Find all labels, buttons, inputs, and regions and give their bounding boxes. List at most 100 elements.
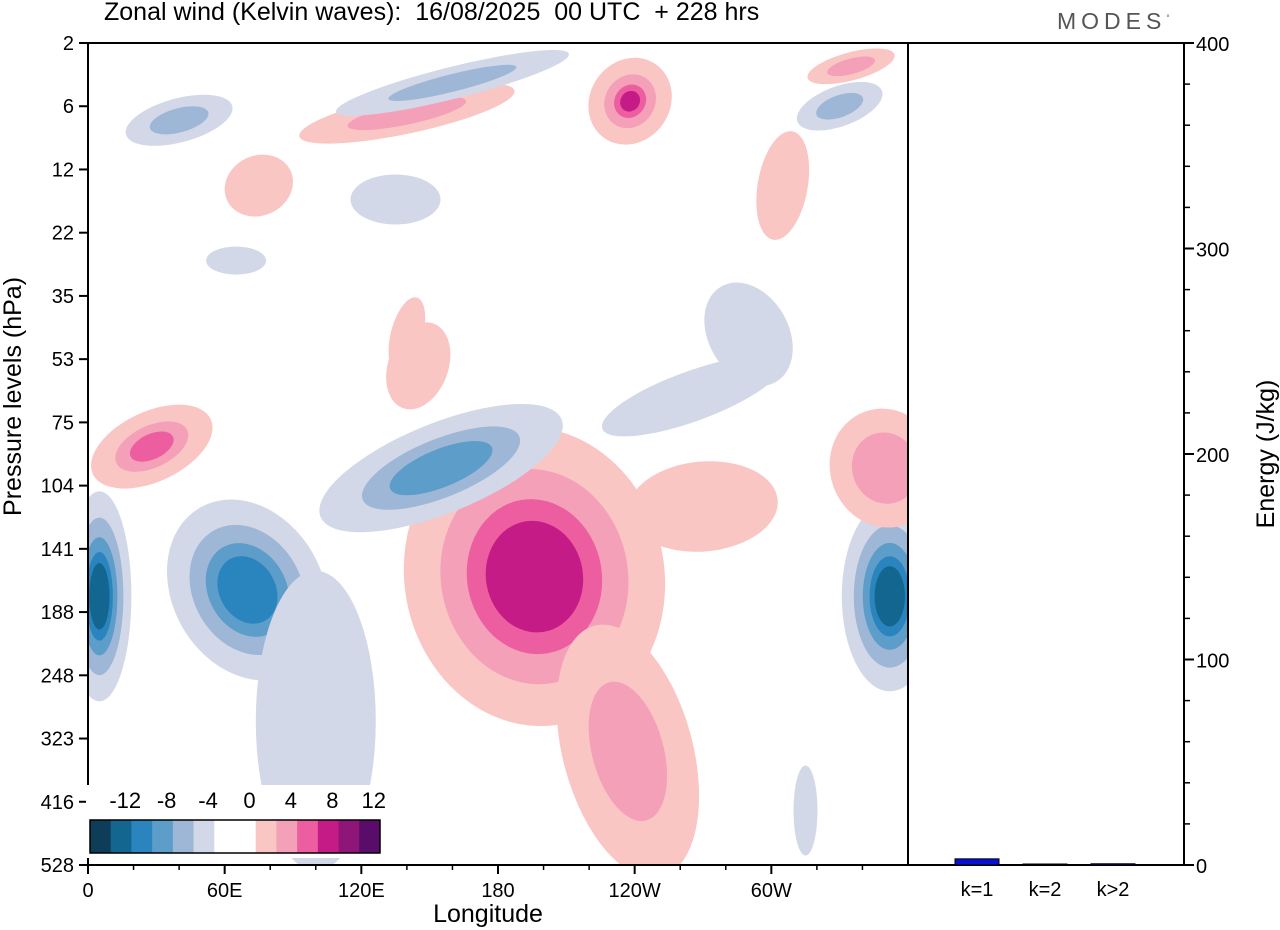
y-tick-label: 141 bbox=[41, 539, 74, 561]
neg-upper-mid-level-1 bbox=[350, 174, 441, 225]
energy-tick-label: 100 bbox=[1196, 651, 1229, 673]
y-tick-label: 104 bbox=[41, 476, 74, 498]
colorbar-border bbox=[89, 819, 381, 854]
neg-upper-small bbox=[206, 246, 267, 275]
energy-tick-label: 300 bbox=[1196, 240, 1229, 262]
colorbar-swatch bbox=[255, 820, 277, 853]
colorbar-label: -8 bbox=[157, 788, 177, 813]
y-tick-label: 416 bbox=[41, 792, 74, 814]
pos-upper-small-level-1 bbox=[388, 297, 426, 372]
energy-bar-panel: 0 100 200 300 400 Energy (J/kg) k=1 k=2 k>2 bbox=[907, 34, 1280, 901]
x-tick-label: 60W bbox=[751, 880, 792, 902]
y-tick-label: 6 bbox=[63, 96, 74, 118]
neg-band-120e-level-3 bbox=[389, 441, 493, 496]
pos-band-west-level-3 bbox=[129, 431, 174, 462]
chart-title: Zonal wind (Kelvin waves): 16/08/2025 00… bbox=[104, 0, 760, 26]
colorbar-label: -12 bbox=[109, 788, 141, 813]
neg-strat-e-level-2 bbox=[816, 92, 864, 120]
pos-strat-peak-level-4 bbox=[620, 90, 641, 112]
neg-mid-east-level-1 bbox=[704, 282, 793, 386]
colorbar-swatch bbox=[276, 820, 298, 853]
neg-blob-east bbox=[841, 501, 908, 692]
pos-tail-lower-level-2 bbox=[588, 681, 668, 822]
contour-field bbox=[88, 48, 908, 865]
colorbar-swatch bbox=[152, 820, 174, 853]
colorbar-swatch bbox=[214, 820, 236, 853]
pos-upper-west-level-1 bbox=[224, 154, 293, 217]
neg-strat-west-level-2 bbox=[149, 106, 209, 135]
neg-blob-0-level-5 bbox=[89, 563, 110, 630]
pos-tail-lower bbox=[556, 624, 700, 865]
neg-blob-60e-level-4 bbox=[217, 556, 278, 624]
modes-logo: MODES° bbox=[1057, 8, 1170, 34]
energy-tick-label: 0 bbox=[1196, 856, 1207, 878]
neg-strat-band bbox=[335, 49, 569, 116]
energy-category-label: k=1 bbox=[961, 879, 994, 901]
pos-strat-east-level-1 bbox=[756, 131, 810, 240]
x-tick-label: 120E bbox=[338, 880, 385, 902]
colorbar-swatch bbox=[131, 820, 153, 853]
neg-upper-mid bbox=[350, 174, 441, 225]
pos-upper-small bbox=[388, 297, 426, 372]
y-tick-label: 323 bbox=[41, 729, 74, 751]
colorbar-swatch bbox=[338, 820, 360, 853]
y-tick-label: 188 bbox=[41, 602, 74, 624]
x-tick-label: 60E bbox=[207, 880, 243, 902]
pos-strat-peak bbox=[588, 57, 672, 145]
colorbar-swatch bbox=[193, 820, 215, 853]
colorbar-swatch bbox=[172, 820, 195, 853]
energy-tick-label: 200 bbox=[1196, 445, 1229, 467]
neg-blob-0 bbox=[88, 491, 132, 702]
energy-bar bbox=[954, 858, 1000, 866]
neg-lower-small bbox=[793, 765, 818, 856]
colorbar-legend: -12 -8 -4 0 4 8 12 bbox=[86, 785, 386, 858]
y-tick-label: 528 bbox=[41, 855, 74, 877]
neg-strat-band-level-2 bbox=[388, 64, 517, 102]
neg-blob-east-level-5 bbox=[874, 566, 905, 627]
pos-blob-east-level-2 bbox=[851, 432, 908, 504]
y-tick-label: 2 bbox=[63, 33, 74, 55]
pos-strat-band bbox=[299, 83, 515, 144]
y-tick-label: 12 bbox=[52, 159, 74, 181]
pos-arm-east-level-1 bbox=[628, 461, 778, 552]
y-tick-label: 22 bbox=[52, 223, 74, 245]
y-tick-label: 248 bbox=[41, 665, 74, 687]
colorbar-swatch bbox=[359, 820, 381, 853]
neg-strat-e bbox=[796, 81, 883, 131]
neg-mid-east bbox=[704, 282, 793, 386]
x-axis-label: Longitude bbox=[433, 900, 543, 928]
neg-strat-west bbox=[125, 94, 233, 146]
x-tick-label: 180 bbox=[481, 880, 514, 902]
energy-category-label: k=2 bbox=[1029, 879, 1062, 901]
neg-upper-small-level-1 bbox=[206, 246, 267, 275]
bar-panel-border bbox=[907, 42, 1185, 866]
energy-bar bbox=[1022, 863, 1068, 866]
colorbar-swatch bbox=[110, 820, 132, 853]
pos-strat-ne-level-2 bbox=[827, 56, 876, 77]
pos-strat-band-level-2 bbox=[347, 96, 467, 131]
colorbar-label: -4 bbox=[198, 788, 218, 813]
energy-axis-label: Energy (J/kg) bbox=[1252, 380, 1280, 529]
pos-blob-east bbox=[829, 408, 908, 528]
colorbar-label: 12 bbox=[362, 788, 386, 813]
colorbar-swatch bbox=[297, 820, 319, 853]
energy-bar bbox=[1090, 863, 1136, 866]
colorbar-swatch bbox=[90, 820, 112, 853]
x-tick-label: 0 bbox=[82, 880, 93, 902]
pos-upper-west bbox=[224, 154, 293, 217]
colorbar-swatch bbox=[317, 820, 340, 853]
y-axis-label: Pressure levels (hPa) bbox=[0, 277, 27, 516]
colorbar-label: 4 bbox=[285, 788, 297, 813]
colorbar-label: 0 bbox=[243, 788, 255, 813]
pos-strat-east bbox=[756, 131, 810, 240]
pos-blob-central-level-4 bbox=[485, 520, 584, 633]
colorbar-swatch bbox=[235, 820, 257, 853]
pos-arm-east bbox=[628, 461, 778, 552]
energy-category-label: k>2 bbox=[1097, 879, 1130, 901]
colorbar-label: 8 bbox=[326, 788, 338, 813]
x-tick-label: 120W bbox=[609, 880, 661, 902]
pos-band-west bbox=[91, 404, 213, 489]
energy-tick-label: 400 bbox=[1196, 34, 1229, 56]
